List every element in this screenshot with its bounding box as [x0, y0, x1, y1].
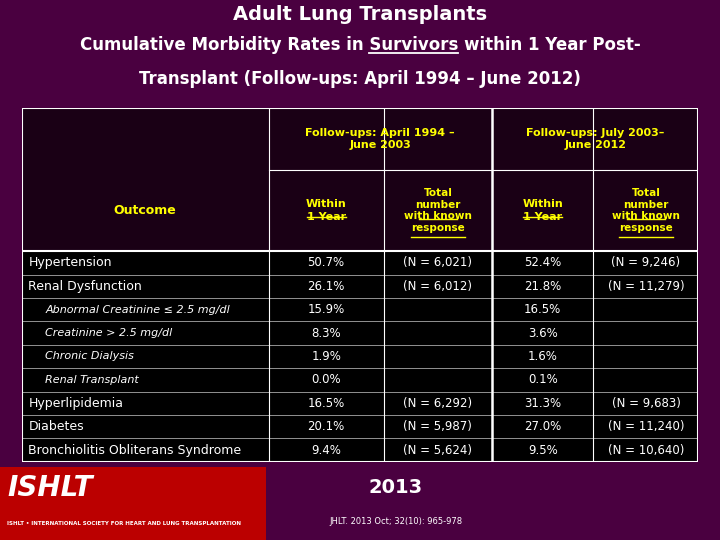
Text: 9.4%: 9.4%	[311, 443, 341, 456]
Text: 50.7%: 50.7%	[307, 256, 345, 269]
Text: (N = 11,279): (N = 11,279)	[608, 280, 684, 293]
Text: Hypertension: Hypertension	[28, 256, 112, 269]
Text: 26.1%: 26.1%	[307, 280, 345, 293]
Text: Renal Dysfunction: Renal Dysfunction	[28, 280, 142, 293]
Text: (N = 5,624): (N = 5,624)	[403, 443, 472, 456]
Text: Hyperlipidemia: Hyperlipidemia	[28, 397, 123, 410]
Text: (N = 6,292): (N = 6,292)	[403, 397, 472, 410]
Text: 8.3%: 8.3%	[311, 327, 341, 340]
Text: 3.6%: 3.6%	[528, 327, 557, 340]
Text: Bronchiolitis Obliterans Syndrome: Bronchiolitis Obliterans Syndrome	[28, 443, 241, 456]
Text: Within
1 Year: Within 1 Year	[523, 199, 563, 222]
Text: known: known	[418, 206, 457, 215]
Text: 27.0%: 27.0%	[524, 420, 562, 433]
Text: Cumulative Morbidity Rates in Survivors within 1 Year Post-: Cumulative Morbidity Rates in Survivors …	[80, 36, 640, 54]
Text: known: known	[626, 206, 665, 215]
Text: 1 Year: 1 Year	[307, 206, 346, 215]
Text: (N = 10,640): (N = 10,640)	[608, 443, 684, 456]
Text: 0.0%: 0.0%	[311, 373, 341, 386]
Text: 16.5%: 16.5%	[307, 397, 345, 410]
Text: Survivors: Survivors	[7, 103, 96, 120]
Text: Cumulative Morbidity Rates in: Cumulative Morbidity Rates in	[7, 103, 297, 120]
Text: Follow-ups: July 2003–
June 2012: Follow-ups: July 2003– June 2012	[526, 128, 665, 150]
Text: Creatinine > 2.5 mg/dl: Creatinine > 2.5 mg/dl	[45, 328, 173, 338]
Text: 0.1%: 0.1%	[528, 373, 557, 386]
Text: ISHLT • INTERNATIONAL SOCIETY FOR HEART AND LUNG TRANSPLANTATION: ISHLT • INTERNATIONAL SOCIETY FOR HEART …	[7, 522, 241, 526]
Text: 20.1%: 20.1%	[307, 420, 345, 433]
Text: (N = 9,683): (N = 9,683)	[611, 397, 680, 410]
Text: (N = 6,021): (N = 6,021)	[403, 256, 472, 269]
Text: (N = 9,246): (N = 9,246)	[611, 256, 680, 269]
Bar	[22, 108, 698, 251]
Text: (N = 11,240): (N = 11,240)	[608, 420, 684, 433]
Text: 15.9%: 15.9%	[307, 303, 345, 316]
Bar	[0, 467, 266, 540]
Text: Abnormal Creatinine ≤ 2.5 mg/dl: Abnormal Creatinine ≤ 2.5 mg/dl	[45, 305, 230, 315]
Text: (N = 5,987): (N = 5,987)	[403, 420, 472, 433]
Text: 1 Year: 1 Year	[523, 206, 562, 215]
Text: Transplant (Follow-ups: April 1994 – June 2012): Transplant (Follow-ups: April 1994 – Jun…	[139, 70, 581, 88]
Bar	[22, 251, 698, 462]
Text: Follow-ups: April 1994 –
June 2003: Follow-ups: April 1994 – June 2003	[305, 128, 455, 150]
Text: 1.9%: 1.9%	[311, 350, 341, 363]
Text: Within
1 Year: Within 1 Year	[306, 199, 346, 222]
Text: JHLT. 2013 Oct; 32(10): 965-978: JHLT. 2013 Oct; 32(10): 965-978	[330, 517, 462, 526]
Text: 31.3%: 31.3%	[524, 397, 562, 410]
Text: Chronic Dialysis: Chronic Dialysis	[45, 352, 134, 361]
Text: (N = 6,012): (N = 6,012)	[403, 280, 472, 293]
Text: Outcome: Outcome	[114, 204, 176, 217]
Text: 16.5%: 16.5%	[524, 303, 562, 316]
Text: Total
number
with known
response: Total number with known response	[404, 188, 472, 233]
Text: Diabetes: Diabetes	[28, 420, 84, 433]
Text: response: response	[411, 206, 464, 215]
Text: Total
number
with known
response: Total number with known response	[612, 188, 680, 233]
Text: 52.4%: 52.4%	[524, 256, 562, 269]
Text: 2013: 2013	[369, 478, 423, 497]
Text: 1.6%: 1.6%	[528, 350, 558, 363]
Text: ISHLT: ISHLT	[7, 474, 93, 502]
Text: response: response	[619, 206, 672, 215]
Text: Cumulative Morbidity Rates in Survivors within 1 Year Post-: Cumulative Morbidity Rates in Survivors …	[80, 36, 640, 54]
Text: Renal Transplant: Renal Transplant	[45, 375, 139, 385]
Text: 21.8%: 21.8%	[524, 280, 562, 293]
Bar	[266, 467, 720, 540]
Text: Adult Lung Transplants: Adult Lung Transplants	[233, 5, 487, 24]
Text: 9.5%: 9.5%	[528, 443, 557, 456]
